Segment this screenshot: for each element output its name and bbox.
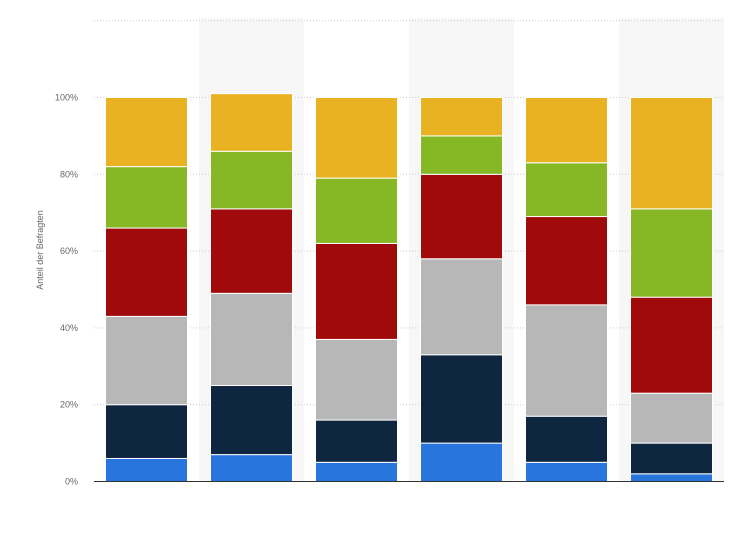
bar-segment xyxy=(315,461,398,482)
bars xyxy=(105,93,713,483)
bar-segment xyxy=(420,258,503,356)
bar-segment xyxy=(525,216,608,306)
bar-segment xyxy=(420,442,503,483)
bar-segment xyxy=(210,150,293,210)
y-axis-title: Anteil der Befragten xyxy=(35,210,45,290)
bar-segment xyxy=(525,415,608,463)
bar-segment xyxy=(210,454,293,482)
bar-segment xyxy=(315,97,398,179)
bar-segment xyxy=(630,296,713,394)
bar-segment xyxy=(105,166,188,229)
bar-segment xyxy=(630,392,713,444)
bar-segment xyxy=(525,461,608,482)
bar-segment xyxy=(105,227,188,317)
bar-segment xyxy=(630,208,713,298)
bar-segment xyxy=(420,97,503,137)
bar-segment xyxy=(105,315,188,406)
bar-segment xyxy=(105,404,188,459)
y-tick-label: 40% xyxy=(60,323,78,333)
bar-segment xyxy=(420,354,503,444)
y-tick-label: 20% xyxy=(60,400,78,410)
bar-segment xyxy=(315,242,398,340)
grid-lines xyxy=(94,20,724,406)
bar-segment xyxy=(105,97,188,168)
bar-segment xyxy=(315,177,398,244)
y-axis-ticks: 0% 20% 40% 60% 80% 100% xyxy=(55,93,78,487)
bar-segment xyxy=(630,97,713,210)
bar-segment xyxy=(420,135,503,175)
y-tick-label: 80% xyxy=(60,169,78,179)
bar-segment xyxy=(630,473,713,483)
bar-segment xyxy=(210,208,293,294)
bar-segment xyxy=(315,419,398,463)
y-tick-label: 0% xyxy=(65,477,78,487)
bar-segment xyxy=(105,457,188,482)
bar-segment xyxy=(210,385,293,456)
bar-segment xyxy=(210,292,293,386)
bar-segment xyxy=(315,338,398,421)
bar-segment xyxy=(630,442,713,475)
bar-segment xyxy=(210,93,293,152)
y-tick-label: 100% xyxy=(55,93,78,103)
bar-segment xyxy=(420,173,503,260)
bar-segment xyxy=(525,97,608,164)
bar-segment xyxy=(525,304,608,417)
y-tick-label: 60% xyxy=(60,246,78,256)
bar-segment xyxy=(525,162,608,218)
